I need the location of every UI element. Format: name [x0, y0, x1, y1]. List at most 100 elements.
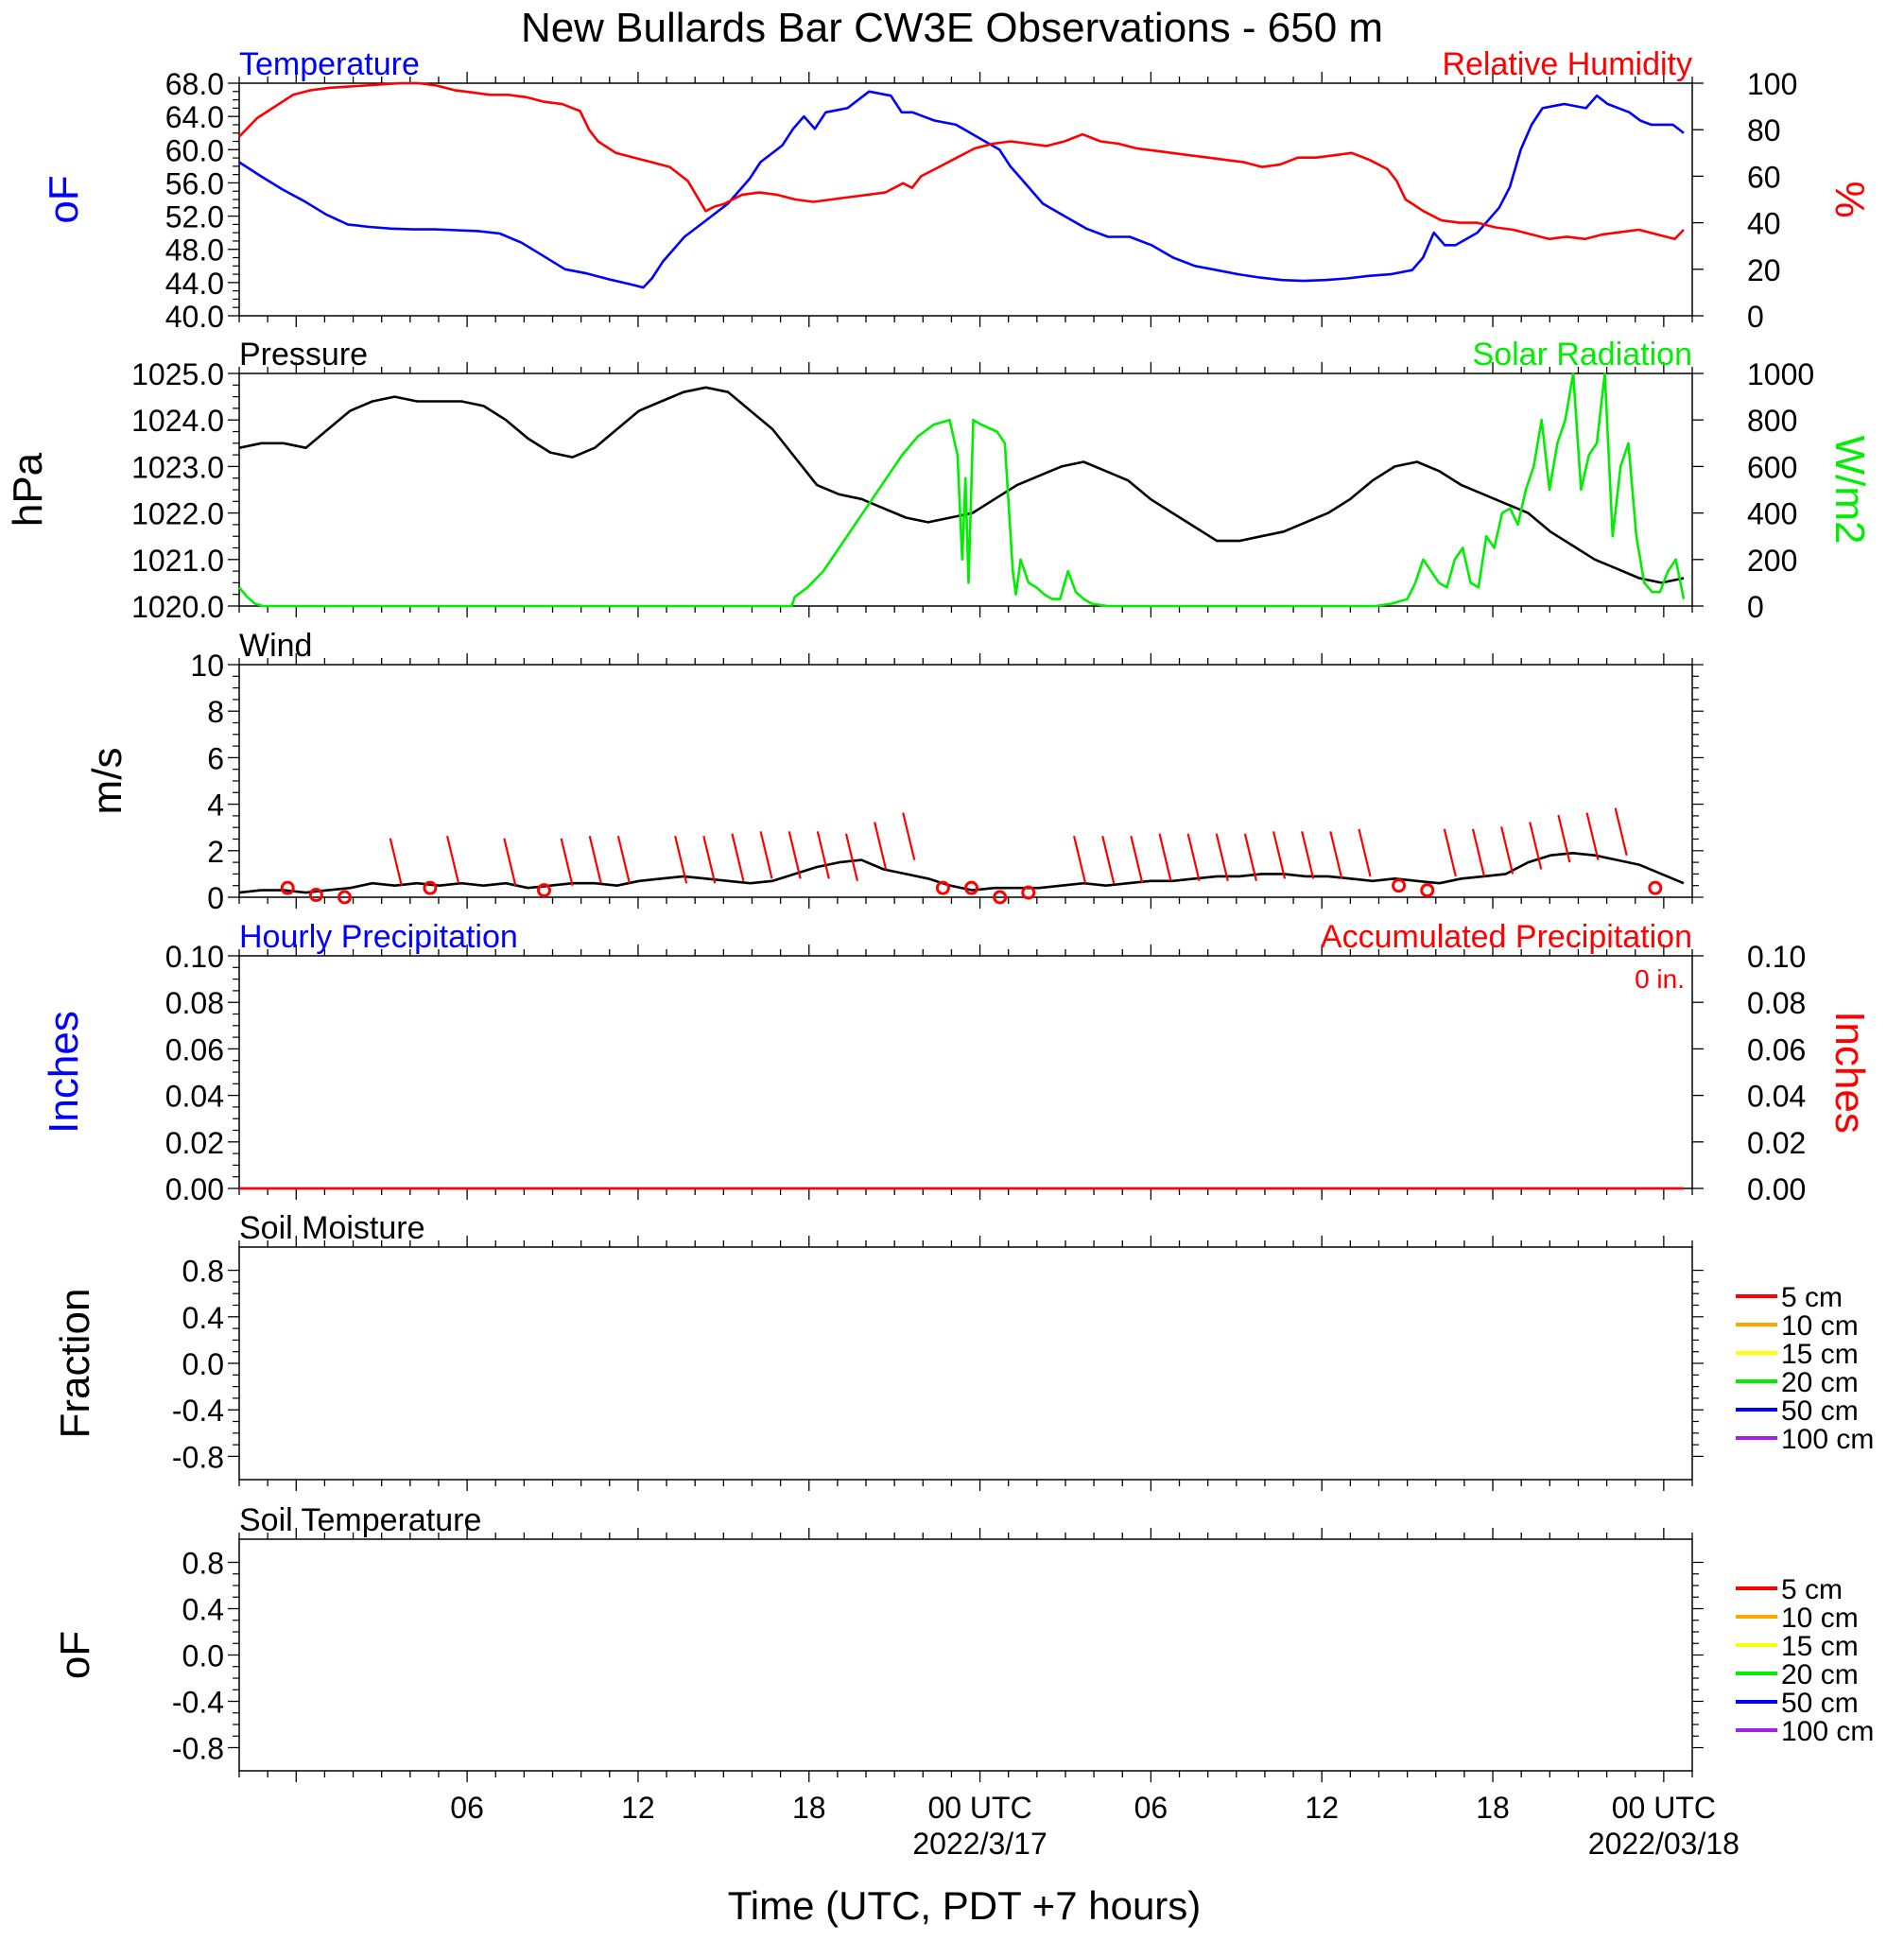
y-tick-label: 0.00 — [165, 1172, 224, 1206]
wind-barb — [1272, 831, 1287, 879]
wind-barb — [1215, 833, 1229, 882]
panel-annotation: 0 in. — [1635, 964, 1685, 994]
y-tick-label: 44.0 — [165, 267, 224, 301]
wind-barb — [1158, 833, 1172, 882]
legend-label: 20 cm — [1781, 1659, 1859, 1690]
y-axis-label-text: m/s — [84, 748, 130, 815]
y-right-tick-label: 20 — [1747, 253, 1781, 287]
wind-calm-marker — [935, 880, 950, 895]
y-tick-label: 10 — [190, 649, 224, 683]
y-right-axis-label-text: Inches — [1826, 1011, 1873, 1134]
wind-barb — [1443, 828, 1457, 877]
x-tick-label: 00 UTC — [927, 1791, 1031, 1825]
y-axis-label-text: oF — [52, 1631, 98, 1679]
wind-barb — [1585, 812, 1600, 860]
y-right-tick-label: 0.10 — [1747, 940, 1806, 974]
y-right-axis-label-text: % — [1826, 181, 1873, 217]
y-right-tick-label: 0.02 — [1747, 1126, 1806, 1160]
x-tick-label: 18 — [792, 1791, 826, 1825]
y-right-tick-label: 0.06 — [1747, 1032, 1806, 1066]
x-date-label: 2022/3/17 — [912, 1827, 1047, 1861]
y-right-tick-label: 40 — [1747, 207, 1781, 241]
legend-label: 10 cm — [1781, 1603, 1859, 1634]
y-tick-label: 64.0 — [165, 100, 224, 134]
y-tick-label: 1025.0 — [131, 357, 224, 391]
y-tick-label: 40.0 — [165, 300, 224, 334]
wind-barb — [445, 835, 460, 884]
y-right-tick-label: 0 — [1747, 300, 1764, 334]
y-right-tick-label: 80 — [1747, 113, 1781, 147]
wind-barb — [844, 833, 859, 882]
y-right-tick-label: 1000 — [1747, 357, 1814, 391]
wind-barb — [1186, 833, 1201, 882]
y-tick-label: 1021.0 — [131, 544, 224, 578]
y-axis-label: oF — [41, 175, 87, 223]
y-axis-label-text: Inches — [41, 1011, 87, 1134]
wind-barb — [1301, 831, 1315, 879]
y-right-axis-label-text: W/m2 — [1826, 436, 1873, 545]
y-axis-label-text: Fraction — [52, 1289, 98, 1439]
wind-barb — [1557, 814, 1571, 863]
panel-right-title: Solar Radiation — [1473, 337, 1692, 373]
legend-label: 15 cm — [1781, 1631, 1859, 1662]
panel-5: 0.8 0.4 0.0 -0.4 -0.8 Soil Moisture Fraction 5 … — [52, 1210, 1874, 1491]
panel-3: 10 8 6 4 2 0 Wind m/s — [84, 628, 1704, 915]
wind-barb — [389, 838, 403, 886]
panel-left-title: Wind — [239, 628, 312, 664]
y-tick-label: 1024.0 — [131, 404, 224, 438]
wind-barb — [1614, 807, 1628, 856]
y-tick-label: 52.0 — [165, 200, 224, 234]
y-right-tick-label: 200 — [1747, 544, 1797, 578]
y-tick-label: 60.0 — [165, 133, 224, 167]
panel-left-title: Temperature — [239, 46, 420, 82]
wind-calm-marker — [536, 883, 551, 898]
legend-label: 10 cm — [1781, 1310, 1859, 1342]
panel-left-title: Soil Moisture — [239, 1210, 425, 1246]
wind-barb — [588, 835, 602, 884]
y-tick-label: 0.06 — [165, 1032, 224, 1066]
legend-label: 100 cm — [1781, 1716, 1874, 1747]
y-axis-label: hPa — [5, 452, 51, 527]
wind-calm-marker — [338, 890, 353, 905]
wind-calm-marker — [423, 880, 438, 895]
x-date-label: 2022/03/18 — [1588, 1827, 1740, 1861]
legend-label: 50 cm — [1781, 1395, 1859, 1427]
y-right-tick-label: 600 — [1747, 450, 1797, 484]
wind-barb — [1500, 826, 1515, 875]
y-tick-label: 48.0 — [165, 234, 224, 268]
y-tick-label: 2 — [207, 835, 224, 869]
wind-barb — [1529, 822, 1543, 870]
wind-barb — [1101, 835, 1116, 884]
wind-barb — [759, 831, 773, 879]
panel-left-title: Soil Temperature — [239, 1502, 481, 1538]
panel-right-title: Accumulated Precipitation — [1321, 919, 1692, 955]
y-tick-label: 8 — [207, 695, 224, 729]
y-tick-label: 0.8 — [182, 1547, 224, 1581]
legend-label: 50 cm — [1781, 1688, 1859, 1719]
wind-barb — [1358, 828, 1372, 877]
legend-label: 5 cm — [1781, 1282, 1843, 1313]
y-tick-label: -0.4 — [172, 1686, 224, 1720]
wind-barb — [731, 833, 745, 882]
wind-barb — [1471, 828, 1486, 877]
wind-calm-marker — [1648, 880, 1663, 895]
y-axis-label: Inches — [41, 1011, 87, 1134]
y-right-tick-label: 60 — [1747, 160, 1781, 194]
wind-barb — [560, 838, 574, 886]
panel-left-title: Pressure — [239, 337, 368, 373]
y-right-tick-label: 0.04 — [1747, 1080, 1806, 1114]
figure-title: New Bullards Bar CW3E Observations - 650… — [521, 5, 1383, 51]
wind-calm-marker — [280, 880, 295, 895]
y-right-axis-label: Inches — [1826, 1011, 1873, 1134]
panel-2: 1025.0 1024.0 1023.0 1022.0 1021.0 1020.0 1000… — [5, 337, 1873, 624]
y-tick-label: -0.8 — [172, 1440, 224, 1474]
x-tick-label: 12 — [621, 1791, 655, 1825]
y-tick-label: 4 — [207, 789, 224, 823]
y-tick-label: 0.02 — [165, 1126, 224, 1160]
wind-barb — [816, 831, 830, 879]
y-axis-label-text: oF — [41, 175, 87, 223]
y-tick-label: -0.4 — [172, 1394, 224, 1428]
y-tick-label: 0.4 — [182, 1301, 224, 1335]
y-tick-label: 0.8 — [182, 1255, 224, 1289]
